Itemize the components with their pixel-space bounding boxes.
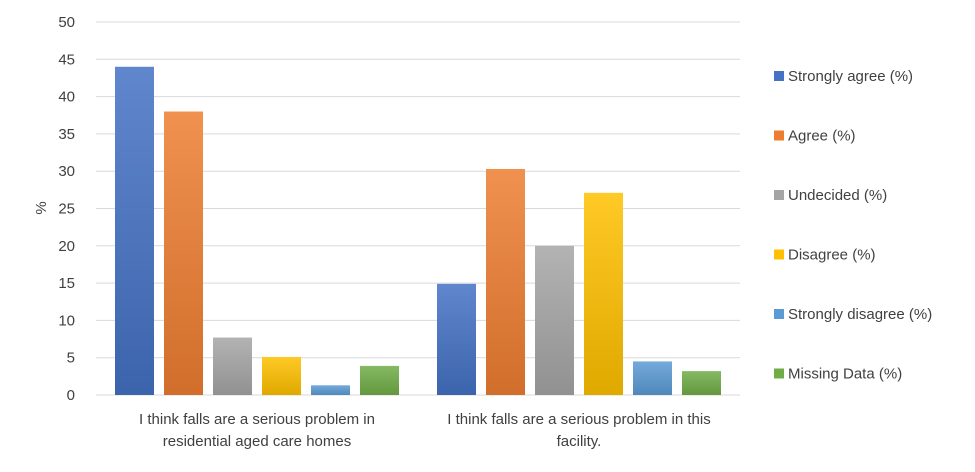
- legend-label: Undecided (%): [788, 187, 887, 204]
- y-tick-label: 10: [58, 312, 75, 329]
- x-category-label-line: residential aged care homes: [163, 433, 351, 450]
- bar: [115, 66, 154, 395]
- y-tick-label: 25: [58, 201, 75, 218]
- bar: [437, 283, 476, 395]
- y-tick-label: 50: [58, 14, 75, 31]
- bar: [682, 371, 721, 395]
- legend-swatch: [774, 190, 784, 200]
- legend-item: Disagree (%): [774, 247, 876, 264]
- bar: [164, 111, 203, 396]
- legend-swatch: [774, 309, 784, 319]
- y-tick-label: 20: [58, 238, 75, 255]
- legend: Strongly agree (%) Agree (%) Undecided (%)…: [774, 68, 932, 383]
- y-tick-label: 40: [58, 89, 75, 106]
- category-labels: I think falls are a serious problem in re…: [139, 411, 711, 450]
- legend-label: Disagree (%): [788, 247, 876, 264]
- bar: [311, 385, 350, 395]
- y-tick-label: 0: [67, 387, 75, 404]
- legend-label: Strongly disagree (%): [788, 306, 932, 323]
- legend-swatch: [774, 249, 784, 260]
- legend-label: Agree (%): [788, 128, 856, 145]
- legend-item: Strongly disagree (%): [774, 306, 932, 323]
- y-axis-title: %: [33, 201, 50, 214]
- bar: [213, 337, 252, 395]
- bar: [535, 245, 574, 395]
- legend-item: Missing Data (%): [774, 366, 902, 383]
- gridlines: [96, 21, 740, 396]
- y-axis-ticks: 0 5 10 15 20 25 30 35 40 45 50: [58, 14, 75, 404]
- x-category-label-line: I think falls are a serious problem in t…: [447, 411, 710, 428]
- bars: [115, 66, 721, 396]
- bar: [262, 356, 301, 395]
- legend-label: Missing Data (%): [788, 366, 902, 383]
- y-tick-label: 45: [58, 51, 75, 68]
- legend-swatch: [774, 368, 784, 379]
- legend-item: Strongly agree (%): [774, 68, 913, 85]
- legend-swatch: [774, 71, 784, 81]
- bar: [360, 365, 399, 395]
- bar: [486, 168, 525, 395]
- y-tick-label: 35: [58, 126, 75, 143]
- y-tick-label: 5: [67, 350, 75, 367]
- legend-label: Strongly agree (%): [788, 68, 913, 85]
- legend-item: Agree (%): [774, 128, 856, 145]
- x-category-label-line: facility.: [557, 433, 602, 450]
- x-category-label: I think falls are a serious problem in re…: [139, 411, 375, 450]
- bar: [584, 192, 623, 395]
- x-category-label-line: I think falls are a serious problem in: [139, 411, 375, 428]
- x-category-label: I think falls are a serious problem in t…: [447, 411, 710, 450]
- bar: [633, 361, 672, 395]
- legend-item: Undecided (%): [774, 187, 887, 204]
- y-tick-label: 30: [58, 163, 75, 180]
- legend-swatch: [774, 130, 784, 141]
- y-tick-label: 15: [58, 275, 75, 292]
